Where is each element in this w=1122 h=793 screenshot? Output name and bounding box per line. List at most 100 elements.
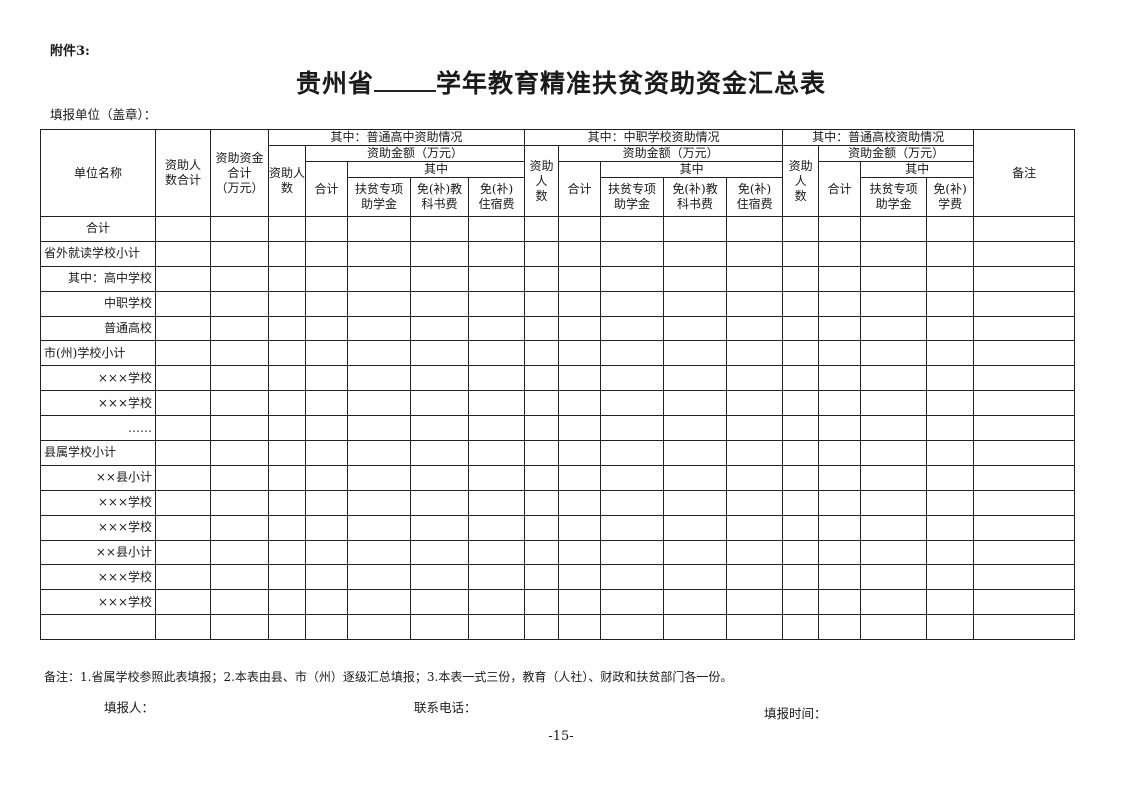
data-cell[interactable]	[410, 415, 469, 442]
data-cell[interactable]	[860, 489, 928, 516]
data-cell[interactable]	[558, 390, 602, 417]
data-cell[interactable]	[305, 216, 348, 242]
data-cell[interactable]	[782, 564, 820, 591]
data-cell[interactable]	[926, 514, 975, 541]
data-cell[interactable]	[305, 464, 348, 491]
data-cell[interactable]	[305, 539, 348, 566]
data-cell[interactable]	[210, 589, 269, 616]
data-cell[interactable]	[818, 390, 862, 417]
data-cell[interactable]	[818, 290, 862, 317]
data-cell[interactable]	[558, 265, 602, 292]
data-cell[interactable]	[558, 514, 602, 541]
data-cell[interactable]	[558, 216, 602, 242]
data-cell[interactable]	[600, 415, 665, 442]
data-cell[interactable]	[155, 614, 211, 641]
data-cell[interactable]	[818, 415, 862, 442]
data-cell[interactable]	[467, 614, 526, 641]
data-cell[interactable]	[860, 340, 928, 367]
data-cell[interactable]	[782, 365, 820, 392]
data-cell[interactable]	[663, 464, 728, 491]
data-cell[interactable]	[860, 265, 928, 292]
data-cell[interactable]	[818, 489, 862, 516]
data-cell[interactable]	[410, 390, 469, 417]
data-cell[interactable]	[663, 539, 728, 566]
data-cell[interactable]	[268, 539, 306, 566]
data-cell[interactable]	[663, 390, 728, 417]
data-cell[interactable]	[860, 440, 928, 466]
data-cell[interactable]	[663, 415, 728, 442]
data-cell[interactable]	[524, 290, 560, 317]
data-cell[interactable]	[973, 539, 1076, 566]
data-cell[interactable]	[973, 365, 1076, 392]
data-cell[interactable]	[210, 290, 269, 317]
data-cell[interactable]	[467, 290, 526, 317]
data-cell[interactable]	[467, 216, 526, 242]
data-cell[interactable]	[818, 514, 862, 541]
data-cell[interactable]	[782, 290, 820, 317]
data-cell[interactable]	[268, 390, 306, 417]
data-cell[interactable]	[268, 489, 306, 516]
data-cell[interactable]	[860, 589, 928, 616]
data-cell[interactable]	[782, 216, 820, 242]
data-cell[interactable]	[926, 539, 975, 566]
data-cell[interactable]	[926, 415, 975, 442]
data-cell[interactable]	[818, 315, 862, 342]
data-cell[interactable]	[410, 315, 469, 342]
data-cell[interactable]	[347, 514, 411, 541]
data-cell[interactable]	[305, 614, 348, 641]
data-cell[interactable]	[818, 564, 862, 591]
data-cell[interactable]	[818, 539, 862, 566]
data-cell[interactable]	[726, 489, 784, 516]
data-cell[interactable]	[155, 589, 211, 616]
data-cell[interactable]	[347, 440, 411, 466]
data-cell[interactable]	[347, 464, 411, 491]
data-cell[interactable]	[726, 564, 784, 591]
data-cell[interactable]	[926, 216, 975, 242]
data-cell[interactable]	[305, 390, 348, 417]
data-cell[interactable]	[558, 464, 602, 491]
data-cell[interactable]	[663, 614, 728, 641]
data-cell[interactable]	[155, 440, 211, 466]
data-cell[interactable]	[860, 315, 928, 342]
data-cell[interactable]	[600, 290, 665, 317]
data-cell[interactable]	[467, 340, 526, 367]
data-cell[interactable]	[726, 365, 784, 392]
data-cell[interactable]	[860, 539, 928, 566]
data-cell[interactable]	[600, 216, 665, 242]
data-cell[interactable]	[726, 240, 784, 267]
data-cell[interactable]	[347, 415, 411, 442]
data-cell[interactable]	[467, 564, 526, 591]
data-cell[interactable]	[210, 440, 269, 466]
data-cell[interactable]	[410, 340, 469, 367]
data-cell[interactable]	[558, 415, 602, 442]
data-cell[interactable]	[268, 614, 306, 641]
data-cell[interactable]	[524, 390, 560, 417]
data-cell[interactable]	[663, 240, 728, 267]
data-cell[interactable]	[347, 614, 411, 641]
data-cell[interactable]	[600, 489, 665, 516]
data-cell[interactable]	[973, 265, 1076, 292]
data-cell[interactable]	[410, 290, 469, 317]
data-cell[interactable]	[782, 464, 820, 491]
data-cell[interactable]	[524, 415, 560, 442]
data-cell[interactable]	[663, 365, 728, 392]
data-cell[interactable]	[818, 589, 862, 616]
data-cell[interactable]	[818, 365, 862, 392]
data-cell[interactable]	[410, 464, 469, 491]
data-cell[interactable]	[410, 564, 469, 591]
data-cell[interactable]	[926, 365, 975, 392]
data-cell[interactable]	[524, 539, 560, 566]
data-cell[interactable]	[926, 390, 975, 417]
data-cell[interactable]	[726, 539, 784, 566]
data-cell[interactable]	[818, 464, 862, 491]
data-cell[interactable]	[268, 564, 306, 591]
data-cell[interactable]	[305, 514, 348, 541]
data-cell[interactable]	[210, 315, 269, 342]
data-cell[interactable]	[860, 240, 928, 267]
data-cell[interactable]	[410, 440, 469, 466]
data-cell[interactable]	[155, 390, 211, 417]
data-cell[interactable]	[782, 415, 820, 442]
data-cell[interactable]	[926, 240, 975, 267]
data-cell[interactable]	[210, 514, 269, 541]
data-cell[interactable]	[600, 464, 665, 491]
